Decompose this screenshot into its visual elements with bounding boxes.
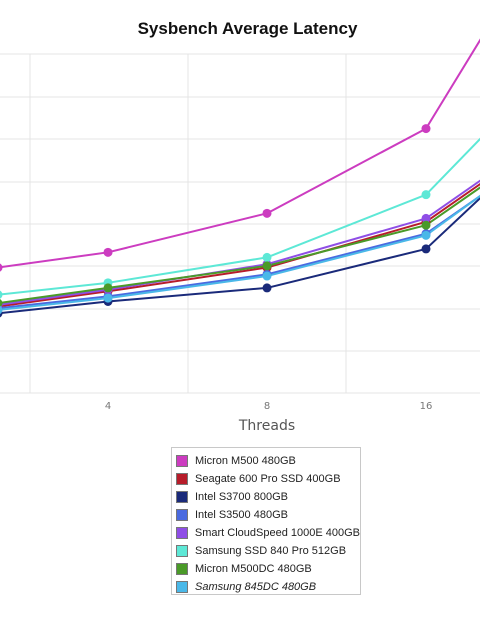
legend-label: Micron M500DC 480GB [195, 563, 312, 575]
legend-swatch [176, 581, 188, 593]
legend-label: Samsung 845DC 480GB [195, 581, 317, 593]
legend-swatch [176, 545, 188, 557]
x-tick-label: 8 [264, 401, 270, 412]
data-point [262, 208, 272, 218]
data-point [0, 299, 3, 308]
legend-item[interactable]: Intel S3500 480GB [176, 506, 360, 524]
data-point [262, 261, 272, 271]
legend-swatch [176, 509, 188, 521]
legend-swatch [176, 527, 188, 539]
series-points [0, 124, 431, 318]
x-tick-label: 4 [105, 401, 111, 412]
series-line-7 [0, 186, 480, 304]
legend-label: Intel S3700 800GB [195, 491, 288, 503]
legend-item[interactable]: Smart CloudSpeed 1000E 400GB [176, 524, 360, 542]
data-point [421, 220, 431, 230]
data-point [0, 263, 3, 272]
data-point [262, 283, 272, 293]
legend-item[interactable]: Samsung SSD 840 Pro 512GB [176, 542, 360, 560]
legend-swatch [176, 491, 188, 503]
data-point [0, 305, 3, 314]
data-point [421, 190, 431, 200]
data-point [103, 247, 113, 257]
legend-swatch [176, 473, 188, 485]
legend-item[interactable]: Micron M500 480GB [176, 452, 360, 470]
legend: Micron M500 480GB Seagate 600 Pro SSD 400… [171, 447, 361, 595]
legend-label: Intel S3500 480GB [195, 509, 288, 521]
data-point [103, 293, 113, 303]
legend-swatch [176, 563, 188, 575]
legend-label: Samsung SSD 840 Pro 512GB [195, 545, 347, 557]
legend-item[interactable]: Seagate 600 Pro SSD 400GB [176, 470, 360, 488]
data-point [0, 290, 3, 299]
x-axis-label: Threads [238, 418, 296, 434]
series-line-1 [0, 38, 480, 269]
series-lines [0, 38, 480, 315]
legend-label: Micron M500 480GB [195, 455, 296, 467]
legend-item[interactable]: Samsung 845DC 480GB [176, 578, 360, 596]
data-point [421, 244, 431, 254]
x-tick-label: 16 [420, 401, 433, 412]
legend-item[interactable]: Intel S3700 800GB [176, 488, 360, 506]
legend-label: Seagate 600 Pro SSD 400GB [195, 473, 341, 485]
data-point [421, 230, 431, 240]
legend-label: Smart CloudSpeed 1000E 400GB [194, 527, 360, 539]
data-point [421, 124, 431, 134]
x-tick-labels: 4 8 16 [105, 401, 433, 412]
legend-swatch [176, 455, 188, 467]
data-point [421, 213, 431, 223]
data-point [262, 252, 272, 262]
data-point [103, 283, 113, 293]
grid-lines [0, 53, 480, 394]
legend-item[interactable]: Micron M500DC 480GB [176, 560, 360, 578]
chart-title: Sysbench Average Latency [137, 19, 358, 38]
data-point [262, 271, 272, 281]
